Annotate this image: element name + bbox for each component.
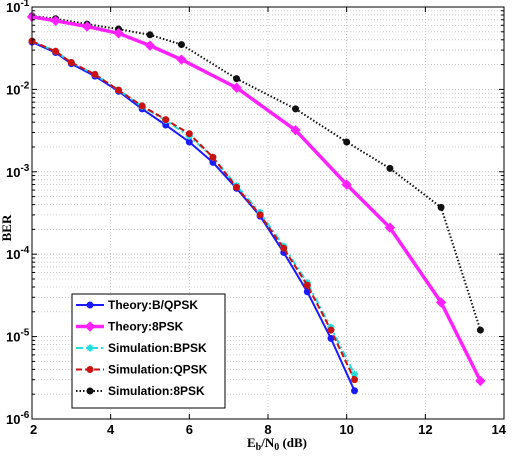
data-point xyxy=(290,124,301,136)
legend-label: Simulation:QPSK xyxy=(108,363,208,377)
legend-item-1: Theory:8PSK xyxy=(76,320,184,334)
legend-label: Simulation:BPSK xyxy=(108,341,207,355)
series-3 xyxy=(28,37,359,384)
x-tick-label: 4 xyxy=(107,422,115,437)
series-line-4 xyxy=(31,14,482,331)
data-point xyxy=(185,130,193,138)
legend-item-0: Theory:B/QPSK xyxy=(76,298,198,312)
data-point xyxy=(280,244,288,252)
legend-item-4: Simulation:8PSK xyxy=(76,384,205,398)
x-tick-label: 6 xyxy=(186,422,193,437)
legend-marker xyxy=(86,387,94,395)
y-axis-label: BER xyxy=(0,214,14,241)
data-point xyxy=(233,75,241,83)
data-point xyxy=(185,138,193,146)
x-tick-label: 2 xyxy=(30,422,37,437)
y-tick-label: 10-4 xyxy=(6,245,30,262)
x-tick-label: 8 xyxy=(264,422,271,437)
y-tick-label: 10-5 xyxy=(6,328,30,345)
y-tick-label: 10-3 xyxy=(6,163,30,180)
tick-marks xyxy=(31,7,505,420)
data-point xyxy=(176,54,187,65)
legend-marker xyxy=(86,344,94,352)
data-point xyxy=(386,164,394,172)
series-1 xyxy=(26,11,486,387)
x-axis-label: Eb/N0 (dB) xyxy=(247,435,307,453)
data-point xyxy=(146,31,154,39)
data-point xyxy=(233,183,241,191)
y-tick-labels: 10-1 10-2 10-3 10-4 10-5 10-6 xyxy=(6,0,30,427)
y-tick-label: 10-2 xyxy=(6,80,30,97)
data-point xyxy=(144,40,156,51)
data-point xyxy=(138,102,146,110)
legend-marker xyxy=(84,321,96,332)
y-tick-label: 10-1 xyxy=(6,0,30,15)
legend-marker xyxy=(86,301,94,309)
data-point xyxy=(67,59,75,67)
data-point xyxy=(91,70,99,78)
series-layer xyxy=(26,11,486,395)
y-tick-label: 10-6 xyxy=(6,410,30,427)
data-point xyxy=(52,47,60,55)
data-point xyxy=(476,326,484,334)
data-point xyxy=(435,297,447,308)
data-point xyxy=(115,86,123,94)
series-line-1 xyxy=(31,15,482,382)
x-tick-label: 12 xyxy=(418,422,432,437)
legend-item-2: Simulation:BPSK xyxy=(76,341,207,355)
data-point xyxy=(437,203,445,211)
legend-label: Simulation:8PSK xyxy=(108,384,205,398)
x-tick-labels: 2 4 6 8 10 12 14 xyxy=(30,422,507,437)
data-point xyxy=(209,153,217,161)
data-point xyxy=(384,222,396,233)
data-point xyxy=(351,376,359,384)
legend-marker xyxy=(86,366,94,373)
data-point xyxy=(256,211,264,219)
legend: Theory:B/QPSK Theory:8PSK Simulation:BPSK S… xyxy=(71,293,226,409)
data-point xyxy=(303,281,311,289)
x-tick-label: 10 xyxy=(339,422,353,437)
data-point xyxy=(341,179,352,190)
data-point xyxy=(343,138,351,146)
data-point xyxy=(162,116,170,124)
data-point xyxy=(292,105,300,113)
data-point xyxy=(475,375,486,387)
legend-item-3: Simulation:QPSK xyxy=(76,363,208,377)
data-point xyxy=(81,21,93,32)
data-point xyxy=(50,15,61,27)
data-point xyxy=(231,82,242,93)
data-point xyxy=(351,387,359,395)
legend-box xyxy=(71,293,226,409)
data-point xyxy=(113,28,124,39)
legend-label: Theory:B/QPSK xyxy=(108,298,198,312)
data-point xyxy=(327,326,335,334)
legend-label: Theory:8PSK xyxy=(108,320,184,334)
data-point xyxy=(177,41,185,49)
x-tick-label: 14 xyxy=(492,422,507,437)
